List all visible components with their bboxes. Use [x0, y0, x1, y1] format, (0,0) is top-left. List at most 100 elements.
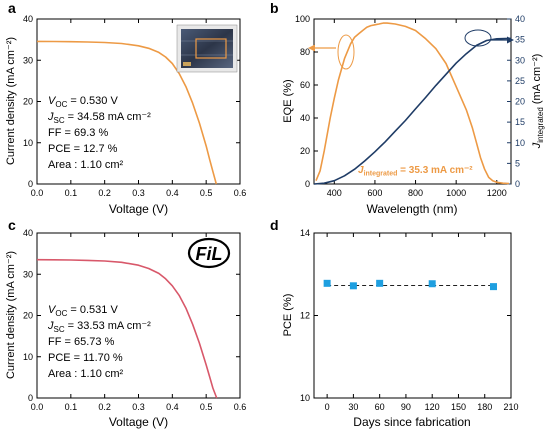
b-y-tick-label: 80: [300, 47, 310, 57]
d-y-tick-label: 12: [300, 311, 310, 321]
panel-label-b: b: [270, 0, 279, 16]
a-annotation-line: JSC = 34.58 mA cm⁻²: [47, 111, 151, 125]
d-data-point: [323, 279, 331, 287]
b-y-tick-label: 100: [295, 14, 310, 24]
c-x-tick-label: 0.2: [98, 402, 111, 412]
d-x-tick-label: 150: [451, 402, 466, 412]
b-x-tick-label: 800: [408, 188, 423, 198]
b-right-y-tick-label: 5: [515, 158, 520, 168]
d-data-point: [428, 280, 436, 288]
solar-cell-photo: [176, 24, 238, 73]
panel-d-stability-chart: 0 30 60 90 120 150 180 210 10 12 14 Days since fab…: [282, 228, 519, 429]
panel-b-ticks: 400 600 800 1000 120002040608010005101520253…: [295, 14, 525, 198]
eqe-curve-indicator-ellipse: [337, 34, 355, 70]
d-x-tick-label: 0: [325, 402, 330, 412]
b-y-tick-label: 40: [300, 113, 310, 123]
c-x-tick-label: 0.6: [234, 402, 247, 412]
panel-d-y-axis-label: PCE (%): [282, 294, 294, 337]
b-right-y-tick-label: 10: [515, 138, 525, 148]
panel-d-x-axis-label: Days since fabrication: [353, 415, 470, 429]
a-y-tick-label: 0: [28, 179, 33, 189]
panel-a-jv-chart: 0.0 0.1 0.2 0.3 0.4 0.5 0.6 0 10 20 30 40 Voltage (…: [5, 14, 246, 216]
panel-b-y-axis-label: EQE (%): [282, 79, 294, 122]
b-right-y-tick-label: 15: [515, 117, 525, 127]
a-x-tick-label: 0.4: [166, 188, 179, 198]
b-right-y-tick-label: 20: [515, 97, 525, 107]
a-y-tick-label: 20: [23, 97, 33, 107]
jint-curve-indicator-ellipse: [464, 29, 492, 47]
b-series-line: [315, 22, 510, 185]
b-y-tick-label: 60: [300, 80, 310, 90]
panel-b-right-y-axis-label: Jintegrated (mA cm⁻²): [531, 54, 545, 150]
d-data-point: [349, 282, 357, 290]
d-data-point: [376, 279, 384, 287]
panel-d-series: [323, 279, 497, 291]
panel-c-y-axis-label: Current density (mA cm⁻²): [5, 251, 17, 379]
panel-d-ticks: 0 30 60 90 120 150 180 210 10 12 14: [300, 228, 519, 412]
a-x-tick-label: 0.3: [132, 188, 145, 198]
b-x-tick-label: 1000: [446, 188, 466, 198]
c-annotation-line: JSC = 33.53 mA cm⁻²: [47, 320, 151, 334]
c-y-tick-label: 10: [23, 352, 33, 362]
panel-a-y-axis-label: Current density (mA cm⁻²): [5, 37, 17, 165]
panel-a-series: [36, 40, 218, 185]
panel-label-c: c: [8, 217, 16, 233]
panel-c-annotations: VOC = 0.531 V JSC = 33.53 mA cm⁻² FF = 65.…: [47, 304, 151, 380]
d-x-tick-label: 90: [401, 402, 411, 412]
c-annotation-line: Area : 1.10 cm²: [48, 368, 124, 380]
c-annotation-line: PCE = 11.70 %: [48, 352, 123, 364]
panel-b-eqe-chart: 400 600 800 1000 120002040608010005101520253…: [282, 14, 545, 216]
a-x-tick-label: 0.1: [65, 188, 78, 198]
a-x-tick-label: 0.2: [98, 188, 111, 198]
a-annotation-line: FF = 69.3 %: [48, 127, 108, 139]
c-x-tick-label: 0.4: [166, 402, 179, 412]
panel-c-x-axis-label: Voltage (V): [109, 415, 168, 429]
d-y-tick-label: 10: [300, 393, 310, 403]
a-series-line: [36, 40, 218, 185]
a-x-tick-label: 0.0: [31, 188, 44, 198]
c-x-tick-label: 0.5: [200, 402, 213, 412]
c-x-tick-label: 0.3: [132, 402, 145, 412]
panel-a-ticks: 0.0 0.1 0.2 0.3 0.4 0.5 0.6 0 10 20 30 40: [23, 14, 246, 198]
a-x-tick-label: 0.5: [200, 188, 213, 198]
panel-d-frame: [313, 232, 512, 399]
panel-label-d: d: [270, 217, 279, 233]
b-right-y-tick-label: 40: [515, 14, 525, 24]
a-y-tick-label: 30: [23, 55, 33, 65]
d-x-tick-label: 30: [348, 402, 358, 412]
b-right-y-tick-label: 25: [515, 76, 525, 86]
jint-right-arrow-head: [507, 36, 514, 44]
d-x-tick-label: 120: [425, 402, 440, 412]
b-right-y-tick-label: 0: [515, 179, 520, 189]
fil-logo: FiL: [187, 237, 231, 269]
panel-c-jv-chart: 0.0 0.1 0.2 0.3 0.4 0.5 0.6 0 10 20 30 40 Voltage (…: [5, 228, 246, 429]
b-x-tick-label: 400: [327, 188, 342, 198]
eqe-left-arrow-head: [308, 44, 315, 52]
c-x-tick-label: 0.0: [31, 402, 44, 412]
c-y-tick-label: 30: [23, 269, 33, 279]
panel-a-x-axis-label: Voltage (V): [109, 202, 168, 216]
d-x-tick-label: 210: [503, 402, 518, 412]
b-x-tick-label: 1200: [487, 188, 507, 198]
panel-a-annotations: VOC = 0.530 V JSC = 34.58 mA cm⁻² FF = 69.…: [47, 95, 151, 171]
d-data-point: [489, 283, 497, 291]
c-y-tick-label: 20: [23, 311, 33, 321]
a-y-tick-label: 10: [23, 138, 33, 148]
c-y-tick-label: 0: [28, 393, 33, 403]
b-y-tick-label: 0: [305, 179, 310, 189]
c-x-tick-label: 0.1: [65, 402, 78, 412]
svg-text:FiL: FiL: [196, 244, 223, 264]
b-right-y-tick-label: 35: [515, 35, 525, 45]
c-y-tick-label: 40: [23, 228, 33, 238]
a-annotation-line: PCE = 12.7 %: [48, 143, 118, 155]
a-x-tick-label: 0.6: [234, 188, 247, 198]
b-series-line: [313, 37, 512, 185]
c-annotation-line: FF = 65.73 %: [48, 336, 115, 348]
c-annotation-line: VOC = 0.531 V: [48, 304, 118, 318]
a-annotation-line: Area : 1.10 cm²: [48, 159, 124, 171]
d-x-tick-label: 180: [477, 402, 492, 412]
panel-b-integrated-annotation: Jintegrated = 35.3 mA cm⁻²: [358, 165, 473, 178]
panel-label-a: a: [8, 0, 16, 16]
b-right-y-tick-label: 30: [515, 55, 525, 65]
